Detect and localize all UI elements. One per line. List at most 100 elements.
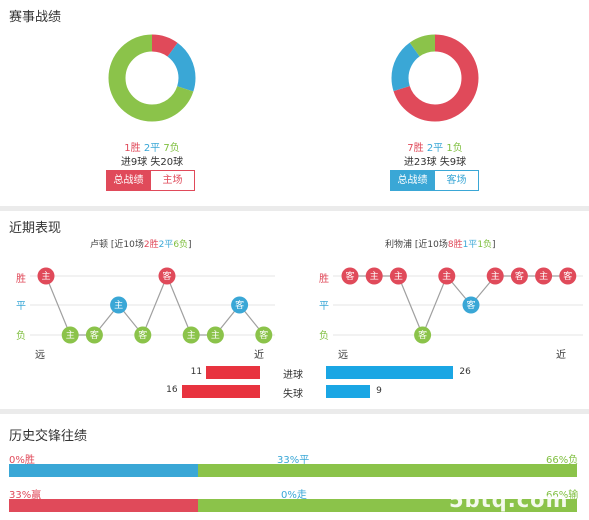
right-form-game-venue: 客 (466, 299, 475, 311)
history-draw-pct: 33%平 (277, 455, 310, 466)
left-form-game-venue: 客 (235, 299, 244, 311)
right-form-game-9: 主 (535, 267, 553, 285)
right-form-game-venue: 主 (370, 270, 379, 282)
left-far-label: 远 (35, 350, 45, 361)
right-form-game-marker (365, 267, 383, 285)
right-conceded-value: 9 (376, 386, 382, 396)
left-y-label-draw: 平 (16, 301, 26, 312)
right-form-chart: 客主主客主客主客主客 (333, 267, 583, 344)
history-panel: 历史交锋往绩 0%胜 33%平 66%负 33%赢 0%走 66%输 5btq.… (0, 414, 589, 520)
history-handicap-win-segment (9, 499, 199, 512)
recent-title: 近期表现 (9, 221, 62, 236)
history-loss-pct: 66%负 (546, 455, 579, 466)
left-y-label-win: 胜 (16, 274, 26, 285)
right-form-game-marker (389, 267, 407, 285)
history-result-loss-segment (198, 464, 577, 477)
right-form-game-venue: 主 (442, 270, 451, 282)
left-record-goals: 进9球 失20球 (120, 157, 184, 168)
left-donut-segment-2 (108, 34, 196, 122)
right-form-game-10: 客 (559, 267, 577, 285)
right-near-label: 近 (556, 350, 566, 361)
left-form-game-venue: 客 (138, 329, 147, 341)
right-y-label-draw: 平 (319, 301, 329, 312)
recent-panel: 近期表现 卢顿 [近10场2胜2平6负] 利物浦 [近10场8胜1平1负] 胜 … (0, 211, 589, 409)
history-win-pct: 0%胜 (9, 455, 35, 466)
history-handicap-push-pct: 0%走 (281, 490, 307, 501)
right-form-game-venue: 客 (418, 329, 427, 341)
goals-label: 进球 (283, 370, 303, 381)
left-record-donut (108, 34, 196, 122)
right-form-game-7: 主 (486, 267, 504, 285)
left-form-game-venue: 主 (66, 329, 75, 341)
right-y-label-loss: 负 (319, 331, 329, 342)
right-form-game-marker (559, 267, 577, 285)
right-record-donut (391, 34, 479, 122)
left-y-label-loss: 负 (16, 331, 26, 342)
right-far-label: 远 (338, 350, 348, 361)
right-away-button[interactable]: 客场 (434, 170, 479, 191)
right-form-game-marker (438, 267, 456, 285)
left-form-game-venue: 客 (259, 329, 268, 341)
right-record-goals: 进23球 失9球 (403, 157, 467, 168)
left-near-label: 近 (254, 350, 264, 361)
right-record-counts: 7胜 2平 1负 (407, 143, 463, 154)
left-form-game-9: 客 (231, 296, 249, 314)
left-form-game-marker (134, 326, 152, 344)
right-form-game-2: 主 (365, 267, 383, 285)
left-form-game-venue: 客 (90, 329, 99, 341)
record-panel: 赛事战绩 1胜 2平 7负 进9球 失20球 总战绩 主场 7胜 2平 1负 进… (0, 0, 589, 206)
left-form-trend-line (45, 274, 265, 337)
left-form-game-venue: 主 (211, 329, 220, 341)
right-form-trend-line (350, 274, 568, 337)
right-form-game-marker (414, 326, 432, 344)
right-form-game-3: 主 (389, 267, 407, 285)
conceded-label: 失球 (283, 389, 303, 400)
right-form-game-venue: 主 (491, 270, 500, 282)
right-form-game-venue: 客 (345, 270, 354, 282)
left-donut-segment-1 (108, 34, 196, 122)
right-y-label-win: 胜 (319, 274, 329, 285)
right-form-game-venue: 客 (563, 270, 572, 282)
history-handicap-loss-pct: 66%输 (546, 490, 579, 501)
left-record-counts: 1胜 2平 7负 (124, 143, 180, 154)
right-team-summary: 利物浦 [近10场8胜1平1负] (385, 240, 496, 250)
history-handicap-bar (9, 499, 577, 512)
left-home-button[interactable]: 主场 (150, 170, 195, 191)
right-goals-value: 26 (459, 367, 471, 377)
right-form-game-marker (510, 267, 528, 285)
right-form-game-marker (341, 267, 359, 285)
record-title: 赛事战绩 (9, 10, 62, 25)
left-conceded-value: 16 (166, 385, 178, 395)
right-form-game-8: 客 (510, 267, 528, 285)
left-form-game-marker (85, 326, 103, 344)
left-form-game-venue: 主 (41, 270, 50, 282)
right-form-game-5: 主 (438, 267, 456, 285)
right-conceded-bar (326, 385, 371, 398)
right-goals-bar (326, 366, 454, 379)
history-title: 历史交锋往绩 (9, 429, 88, 444)
left-form-game-6: 客 (158, 267, 176, 285)
left-total-record-button[interactable]: 总战绩 (106, 170, 151, 191)
left-form-game-marker (37, 267, 55, 285)
left-goals-bar (206, 366, 260, 379)
right-total-record-button[interactable]: 总战绩 (390, 170, 435, 191)
history-result-bar (9, 464, 577, 477)
right-donut-segment-1 (391, 34, 479, 122)
history-handicap-loss-segment (198, 499, 577, 512)
left-form-game-marker (182, 326, 200, 344)
left-form-game-marker (110, 296, 128, 314)
left-form-game-venue: 客 (162, 270, 171, 282)
right-form-game-venue: 主 (539, 270, 548, 282)
watermark-logo: 5btq.com (449, 488, 569, 512)
left-form-game-4: 主 (110, 296, 128, 314)
right-form-game-venue: 客 (515, 270, 524, 282)
history-handicap-win-pct: 33%赢 (9, 490, 42, 501)
left-form-game-marker (158, 267, 176, 285)
right-form-game-4: 客 (414, 326, 432, 344)
right-form-game-marker (462, 296, 480, 314)
right-form-game-marker (486, 267, 504, 285)
left-form-game-7: 主 (182, 326, 200, 344)
left-form-game-5: 客 (134, 326, 152, 344)
right-form-game-6: 客 (462, 296, 480, 314)
